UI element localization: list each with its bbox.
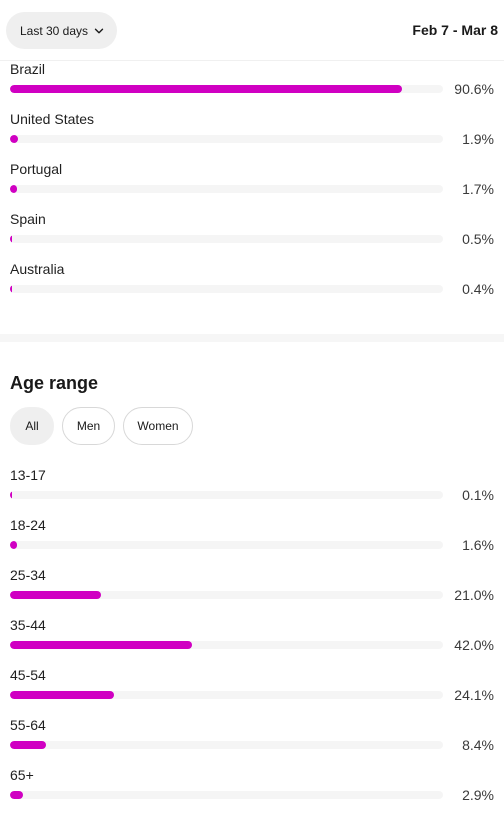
age-label: 13-17	[10, 467, 46, 483]
bar-track	[10, 591, 443, 599]
chevron-down-icon	[94, 28, 104, 33]
age-label: 55-64	[10, 717, 46, 733]
percent-value: 8.4%	[462, 737, 494, 753]
percent-value: 1.9%	[462, 131, 494, 147]
bar-fill	[10, 491, 12, 499]
age-row: 55-64 8.4%	[0, 717, 504, 767]
country-label: Australia	[10, 261, 65, 277]
percent-value: 42.0%	[454, 637, 494, 653]
bar-fill	[10, 85, 403, 93]
gender-filter-group: All Men Women	[10, 407, 201, 445]
bar-track	[10, 185, 443, 193]
date-range-dropdown-label: Last 30 days	[19, 23, 89, 38]
age-range-title: Age range	[10, 373, 99, 393]
date-range-dropdown[interactable]: Last 30 days	[6, 12, 117, 49]
bar-track	[10, 741, 443, 749]
percent-value: 1.6%	[462, 537, 494, 553]
percent-value: 0.4%	[462, 281, 494, 297]
bar-fill	[10, 641, 192, 649]
bar-track	[10, 791, 443, 799]
bar-track	[10, 235, 443, 243]
top-bar: Last 30 days Feb 7 - Mar 8	[0, 0, 504, 61]
bar-fill	[10, 235, 12, 243]
percent-value: 24.1%	[454, 687, 494, 703]
age-label: 18-24	[10, 517, 46, 533]
date-range-text: Feb 7 - Mar 8	[412, 22, 498, 38]
country-row: Portugal 1.7%	[0, 161, 504, 211]
age-row: 45-54 24.1%	[0, 667, 504, 717]
bar-fill	[10, 185, 18, 193]
percent-value: 1.7%	[462, 181, 494, 197]
age-label: 35-44	[10, 617, 46, 633]
percent-value: 90.6%	[454, 81, 494, 97]
country-label: Spain	[10, 211, 46, 227]
bar-track	[10, 285, 443, 293]
filter-women-button[interactable]: Women	[123, 407, 193, 445]
percent-value: 0.1%	[462, 487, 494, 503]
bar-fill	[10, 791, 23, 799]
bar-track	[10, 541, 443, 549]
bar-track	[10, 691, 443, 699]
country-row: Spain 0.5%	[0, 211, 504, 261]
age-row: 18-24 1.6%	[0, 517, 504, 567]
section-divider	[0, 334, 504, 342]
filter-men-button[interactable]: Men	[62, 407, 115, 445]
age-row: 13-17 0.1%	[0, 467, 504, 517]
bar-track	[10, 641, 443, 649]
country-label: United States	[10, 111, 95, 127]
age-label: 25-34	[10, 567, 46, 583]
country-label: Portugal	[10, 161, 63, 177]
bar-fill	[10, 135, 19, 143]
bar-track	[10, 135, 443, 143]
bar-fill	[10, 541, 17, 549]
percent-value: 2.9%	[462, 787, 494, 803]
bar-fill	[10, 741, 47, 749]
bar-track	[10, 491, 443, 499]
age-label: 65+	[10, 767, 34, 783]
country-label: Brazil	[10, 61, 46, 77]
bar-track	[10, 85, 443, 93]
age-row: 25-34 21.0%	[0, 567, 504, 617]
bar-fill	[10, 285, 12, 293]
age-row: 35-44 42.0%	[0, 617, 504, 667]
bar-fill	[10, 591, 101, 599]
percent-value: 21.0%	[454, 587, 494, 603]
country-row: United States 1.9%	[0, 111, 504, 161]
age-label: 45-54	[10, 667, 46, 683]
bar-fill	[10, 691, 115, 699]
age-row: 65+ 2.9%	[0, 767, 504, 817]
country-row: Brazil 90.6%	[0, 61, 504, 111]
country-row: Australia 0.4%	[0, 261, 504, 311]
filter-all-button[interactable]: All	[10, 407, 54, 445]
percent-value: 0.5%	[462, 231, 494, 247]
